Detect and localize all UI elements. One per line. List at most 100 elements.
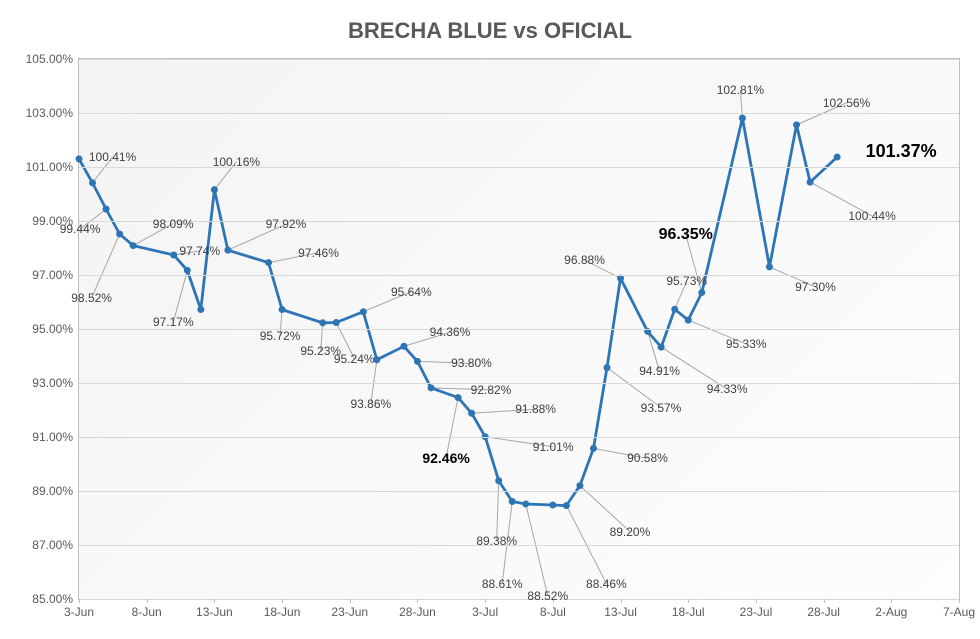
- data-marker: [197, 306, 204, 313]
- data-marker: [509, 498, 516, 505]
- data-marker: [455, 394, 462, 401]
- y-axis-tick-label: 87.00%: [32, 538, 73, 552]
- data-label: 90.58%: [627, 452, 668, 464]
- data-label: 95.33%: [726, 338, 767, 350]
- y-axis-tick-label: 95.00%: [32, 322, 73, 336]
- data-label: 88.52%: [527, 590, 568, 602]
- data-label: 97.46%: [298, 247, 339, 259]
- data-marker: [103, 206, 110, 213]
- data-marker: [766, 263, 773, 270]
- data-marker: [793, 121, 800, 128]
- data-label: 98.52%: [71, 292, 112, 304]
- data-label: 93.86%: [350, 398, 391, 410]
- data-label: 95.64%: [391, 286, 432, 298]
- y-gridline: [79, 59, 959, 60]
- data-marker: [224, 247, 231, 254]
- data-marker: [428, 384, 435, 391]
- data-marker: [604, 364, 611, 371]
- y-axis-tick-label: 93.00%: [32, 376, 73, 390]
- y-gridline: [79, 275, 959, 276]
- data-label: 92.82%: [471, 384, 512, 396]
- data-label: 97.30%: [795, 281, 836, 293]
- data-marker: [590, 445, 597, 452]
- data-marker: [549, 502, 556, 509]
- y-axis-tick-label: 103.00%: [26, 106, 73, 120]
- data-label: 100.44%: [848, 210, 895, 222]
- data-marker: [319, 319, 326, 326]
- data-label: 102.56%: [823, 97, 870, 109]
- data-marker: [211, 186, 218, 193]
- data-marker: [576, 482, 583, 489]
- x-axis-tick-label: 28-Jun: [399, 605, 436, 619]
- x-axis-tick-label: 8-Jul: [540, 605, 566, 619]
- data-marker: [671, 306, 678, 313]
- data-marker: [184, 267, 191, 274]
- data-label: 94.91%: [639, 365, 680, 377]
- x-axis-tick-label: 3-Jul: [472, 605, 498, 619]
- data-marker: [265, 259, 272, 266]
- x-axis-tick-label: 8-Jun: [132, 605, 162, 619]
- data-label: 98.09%: [153, 218, 194, 230]
- x-axis-tick-label: 7-Aug: [943, 605, 975, 619]
- y-gridline: [79, 383, 959, 384]
- data-marker: [739, 115, 746, 122]
- data-label: 88.61%: [482, 578, 523, 590]
- data-marker: [522, 500, 529, 507]
- x-axis-tick: [350, 599, 351, 603]
- x-axis-tick-label: 13-Jul: [604, 605, 637, 619]
- series-line: [79, 118, 837, 506]
- data-label: 91.88%: [515, 403, 556, 415]
- data-label: 91.01%: [533, 441, 574, 453]
- data-label: 89.20%: [610, 526, 651, 538]
- x-axis-tick: [282, 599, 283, 603]
- x-axis-tick-label: 2-Aug: [875, 605, 907, 619]
- y-gridline: [79, 437, 959, 438]
- data-label: 96.35%: [659, 227, 713, 243]
- data-marker: [116, 230, 123, 237]
- x-axis-tick-label: 28-Jul: [807, 605, 840, 619]
- y-axis-tick-label: 89.00%: [32, 484, 73, 498]
- leader-line: [92, 234, 120, 298]
- y-axis-tick-label: 101.00%: [26, 160, 73, 174]
- x-axis-tick: [756, 599, 757, 603]
- y-gridline: [79, 221, 959, 222]
- x-axis-tick-label: 18-Jun: [264, 605, 301, 619]
- x-axis-tick: [214, 599, 215, 603]
- data-marker: [130, 242, 137, 249]
- data-marker: [685, 317, 692, 324]
- chart-title: BRECHA BLUE vs OFICIAL: [0, 18, 980, 44]
- data-label: 100.41%: [89, 151, 136, 163]
- x-axis-tick: [824, 599, 825, 603]
- data-marker: [76, 155, 83, 162]
- leader-line: [497, 481, 499, 541]
- x-axis-tick: [417, 599, 418, 603]
- data-marker: [495, 477, 502, 484]
- data-label: 93.80%: [451, 357, 492, 369]
- data-label: 100.16%: [213, 156, 260, 168]
- data-marker: [279, 306, 286, 313]
- data-label: 94.36%: [430, 326, 471, 338]
- data-label: 101.37%: [866, 142, 937, 160]
- leader-line: [446, 398, 458, 458]
- data-label: 97.74%: [179, 245, 220, 257]
- data-label: 96.88%: [564, 254, 605, 266]
- data-label: 89.38%: [476, 535, 517, 547]
- data-marker: [807, 179, 814, 186]
- data-marker: [834, 154, 841, 161]
- y-gridline: [79, 113, 959, 114]
- x-axis-tick-label: 18-Jul: [672, 605, 705, 619]
- data-marker: [89, 179, 96, 186]
- x-axis-tick: [891, 599, 892, 603]
- y-axis-tick-label: 91.00%: [32, 430, 73, 444]
- data-label: 93.57%: [641, 402, 682, 414]
- data-label: 88.46%: [586, 578, 627, 590]
- y-gridline: [79, 599, 959, 600]
- data-marker: [563, 502, 570, 509]
- y-gridline: [79, 545, 959, 546]
- data-label: 97.17%: [153, 316, 194, 328]
- y-gridline: [79, 491, 959, 492]
- data-marker: [698, 289, 705, 296]
- x-axis-tick: [79, 599, 80, 603]
- chart-container: BRECHA BLUE vs OFICIAL 85.00%87.00%89.00…: [0, 0, 980, 639]
- data-label: 99.44%: [60, 223, 101, 235]
